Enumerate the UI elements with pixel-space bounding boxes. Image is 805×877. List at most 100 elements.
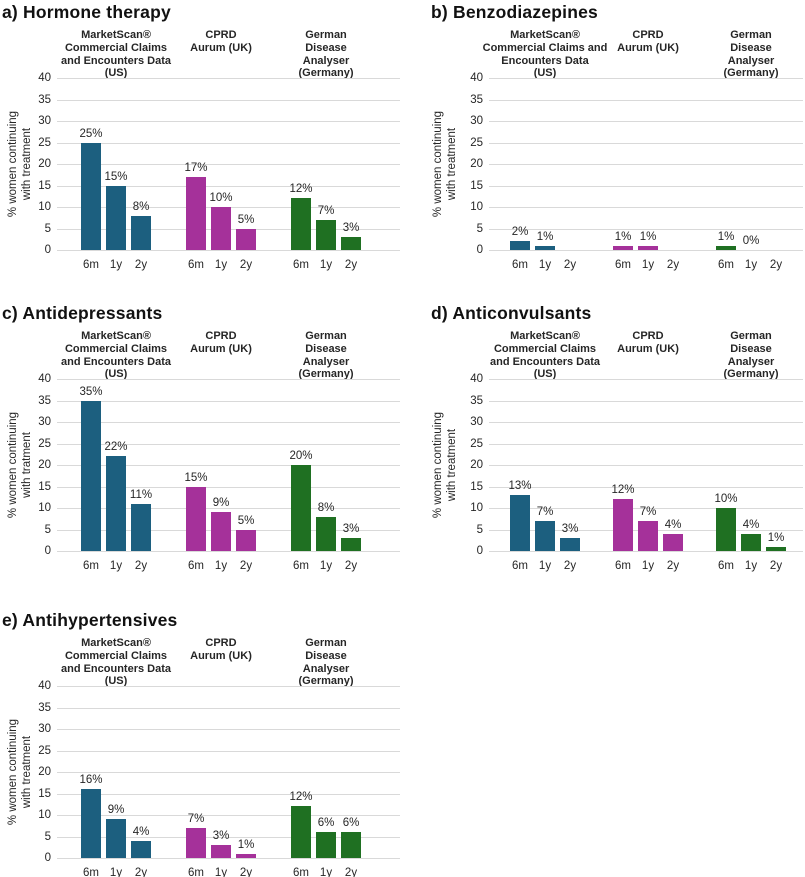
bar <box>236 853 256 858</box>
x-tick-label: 1y <box>214 560 228 572</box>
gridline <box>57 486 400 488</box>
y-tick-label: 35 <box>38 701 51 714</box>
bar-value-label: 35% <box>79 385 103 398</box>
column-header: CPRD Aurum (UK) <box>617 330 679 355</box>
x-tick-label: 2y <box>134 259 148 271</box>
bar <box>638 520 658 551</box>
bar-value-label: 5% <box>237 514 255 527</box>
x-tick-label: 2y <box>134 560 148 572</box>
bar-value-label: 4% <box>664 518 682 531</box>
bar-value-label: 1% <box>614 230 632 243</box>
bar-value-label: 10% <box>714 493 738 505</box>
x-tick-label: 2y <box>239 867 253 877</box>
bar-value-label: 20% <box>289 450 313 462</box>
x-tick-label: 6m <box>615 259 631 271</box>
bar-value-label: 12% <box>289 791 313 804</box>
x-tick-label: 2y <box>769 560 783 572</box>
y-tick-label: 0 <box>44 545 51 557</box>
x-tick-label: 2y <box>563 560 577 572</box>
gridline <box>57 185 400 187</box>
bar <box>186 176 206 250</box>
x-tick-label: 1y <box>641 560 655 572</box>
bar <box>236 529 256 551</box>
gridline <box>57 858 400 859</box>
y-tick-label: 10 <box>470 502 483 514</box>
y-tick-label: 40 <box>38 680 51 692</box>
y-tick-label: 35 <box>470 394 483 407</box>
y-tick-label: 25 <box>470 136 483 149</box>
x-tick-label: 1y <box>744 259 758 271</box>
bar <box>186 827 206 858</box>
gridline <box>57 686 400 687</box>
column-header: German Disease Analyser (Germany) <box>298 637 354 688</box>
x-tick-label: 6m <box>83 560 99 572</box>
y-tick-label: 0 <box>44 244 51 256</box>
x-tick-label: 1y <box>109 560 123 572</box>
y-tick-label: 40 <box>38 72 51 84</box>
column-header: MarketScan® Commercial Claims and Encoun… <box>60 330 172 381</box>
bar <box>211 845 231 858</box>
bar-value-label: 7% <box>187 812 205 825</box>
y-tick-label: 25 <box>38 136 51 149</box>
column-header: CPRD Aurum (UK) <box>617 29 679 54</box>
bar <box>316 516 336 551</box>
bar-value-label: 5% <box>237 213 255 226</box>
chart-title: e) Antihypertensives <box>2 610 178 630</box>
x-tick-label: 2y <box>666 560 680 572</box>
y-tick-label: 20 <box>470 158 483 170</box>
gridline <box>489 99 803 101</box>
gridline <box>57 164 400 165</box>
x-tick-label: 1y <box>744 560 758 572</box>
bar-value-label: 8% <box>317 501 335 514</box>
gridline <box>57 250 400 251</box>
y-tick-label: 35 <box>38 394 51 407</box>
gridline <box>489 250 803 251</box>
bar-value-label: 17% <box>184 161 208 174</box>
gridline <box>57 836 400 838</box>
y-tick-label: 5 <box>44 523 51 536</box>
bar <box>131 840 151 858</box>
bar <box>316 832 336 858</box>
bar <box>106 456 126 551</box>
bar-value-label: 6% <box>317 817 335 830</box>
bar <box>291 198 311 250</box>
bar-value-label: 7% <box>639 505 657 518</box>
column-header: CPRD Aurum (UK) <box>190 330 252 355</box>
x-tick-label: 6m <box>83 259 99 271</box>
x-tick-label: 1y <box>214 259 228 271</box>
x-tick-label: 1y <box>214 867 228 877</box>
y-tick-label: 25 <box>38 437 51 450</box>
y-tick-label: 35 <box>470 93 483 106</box>
bar <box>341 538 361 551</box>
x-tick-label: 2y <box>769 259 783 271</box>
column-header: MarketScan® Commercial Claims and Encoun… <box>482 29 608 80</box>
y-tick-label: 15 <box>470 179 483 192</box>
y-tick-label: 30 <box>470 416 483 428</box>
bar <box>236 228 256 250</box>
chart-panel-e: e) Antihypertensives% women continuing w… <box>0 610 400 877</box>
y-tick-label: 10 <box>38 502 51 514</box>
column-header: German Disease Analyser (Germany) <box>723 29 779 80</box>
x-tick-label: 1y <box>109 867 123 877</box>
bar <box>663 533 683 551</box>
x-tick-label: 2y <box>239 259 253 271</box>
bar-value-label: 3% <box>212 830 230 843</box>
y-tick-label: 20 <box>38 459 51 471</box>
y-tick-label: 10 <box>470 201 483 213</box>
y-tick-label: 5 <box>44 222 51 235</box>
gridline <box>489 400 803 402</box>
y-tick-label: 15 <box>38 480 51 493</box>
bar-value-label: 10% <box>209 192 233 204</box>
gridline <box>489 164 803 165</box>
bar <box>186 486 206 551</box>
gridline <box>57 443 400 445</box>
gridline <box>57 551 400 552</box>
bar <box>131 215 151 250</box>
bar-value-label: 4% <box>742 518 760 531</box>
gridline <box>489 486 803 488</box>
bar <box>291 465 311 551</box>
y-tick-label: 30 <box>38 115 51 127</box>
bar-value-label: 4% <box>132 825 150 838</box>
y-tick-label: 15 <box>38 179 51 192</box>
y-tick-label: 40 <box>470 373 483 385</box>
